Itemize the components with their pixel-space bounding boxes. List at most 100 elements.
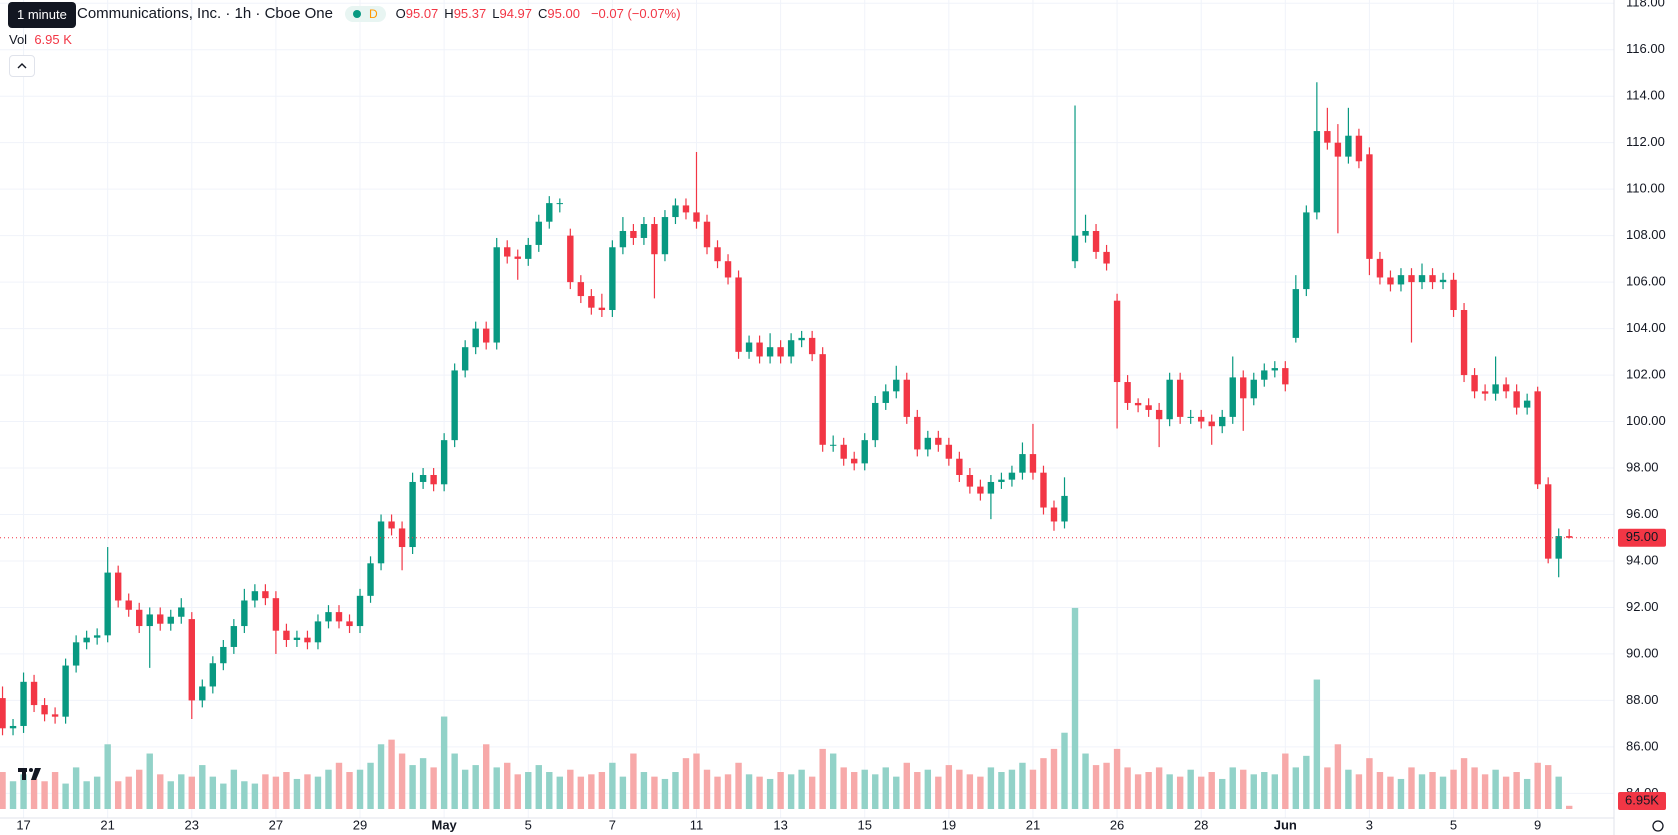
volume-bar [672, 772, 679, 809]
y-tick-label: 116.00 [1626, 41, 1665, 56]
candle-body [472, 328, 479, 348]
volume-bar [0, 772, 6, 809]
candle-body [1082, 230, 1089, 236]
volume-bar [1366, 758, 1373, 809]
volume-bar [1061, 732, 1068, 809]
volume-bar [41, 781, 48, 809]
volume-bar [640, 772, 648, 809]
candle-body [1008, 472, 1016, 480]
candle-body [567, 235, 574, 283]
volume-bar [1555, 776, 1562, 809]
volume-bar [1523, 778, 1531, 809]
volume-bar [1492, 769, 1499, 809]
volume-bar [440, 716, 448, 809]
candle-body [861, 440, 868, 464]
candle-body [1303, 212, 1310, 290]
status-pill[interactable]: D [344, 5, 386, 22]
volume-bar [945, 765, 953, 809]
candle-body [283, 630, 290, 640]
volume-bar [567, 769, 574, 809]
candle-body [93, 635, 101, 638]
volume-bar [20, 774, 27, 809]
y-tick-label: 104.00 [1626, 320, 1666, 335]
candle-body [1324, 131, 1331, 143]
volume-bar [882, 767, 889, 809]
volume-bar [1292, 767, 1300, 809]
volume-bar [1376, 772, 1384, 809]
status-dot [352, 9, 361, 18]
volume-bar [1219, 778, 1226, 809]
candle-body [1429, 275, 1436, 283]
volume-bar [209, 776, 217, 809]
x-tick-label: Jun [1274, 817, 1297, 832]
volume-bar [1261, 772, 1268, 809]
candle-body [251, 591, 259, 601]
y-tick-label: 94.00 [1626, 552, 1659, 567]
y-tick-label: 92.00 [1626, 599, 1659, 614]
logo [18, 768, 41, 780]
candle-body [409, 481, 416, 548]
volume-bar [1124, 767, 1131, 809]
candle-body [1502, 384, 1510, 392]
logo-part [29, 768, 33, 772]
candle-body [1345, 135, 1352, 157]
volume-bar [1082, 753, 1089, 809]
plot-background [0, 0, 1614, 818]
candle-body [1460, 310, 1468, 376]
candle-body [1176, 379, 1184, 417]
candle-body [777, 347, 784, 357]
volume-bar [619, 776, 627, 809]
volume-bar [1502, 776, 1510, 809]
volume-bar [577, 776, 585, 809]
candle-body [398, 528, 406, 548]
settings-icon [1652, 820, 1664, 832]
last-price-label: 95.00 [1626, 529, 1659, 544]
candle-body [956, 458, 963, 475]
candle-body [1492, 384, 1499, 394]
candle-body [598, 307, 606, 311]
candle-body [1197, 416, 1205, 422]
volume-bar [30, 778, 38, 809]
legend-key: C [538, 6, 548, 21]
volume-bar [377, 744, 385, 809]
volume-bar [262, 774, 269, 809]
candle-body [840, 444, 847, 459]
volume-bar [777, 772, 784, 809]
volume-bar [335, 762, 343, 809]
candle-body [1534, 391, 1541, 485]
candle-body [893, 379, 900, 392]
volume-bar [1544, 765, 1552, 809]
volume-bar [1187, 769, 1194, 809]
volume-bar [609, 762, 616, 809]
tooltip: 1 minute [8, 2, 76, 28]
candle-body [220, 646, 227, 664]
symbol-title[interactable]: Communications, Inc. · 1h · Cboe One [77, 5, 333, 22]
candle-body [430, 474, 437, 485]
volume-bar [251, 783, 259, 809]
volume-bar [819, 748, 826, 809]
candle-body [1229, 377, 1236, 417]
candle-body [83, 637, 90, 643]
y-tick-label: 110.00 [1626, 181, 1665, 196]
volume-bar [914, 772, 921, 809]
volume-bar [535, 765, 542, 809]
candle-body [1397, 275, 1405, 285]
volume-bar [272, 776, 280, 809]
candle-body [1113, 300, 1121, 383]
candle-body [588, 296, 595, 308]
x-tick-label: 11 [690, 817, 704, 832]
volume-bar [419, 758, 427, 809]
candle-body [724, 261, 732, 278]
candle-body [1071, 235, 1079, 262]
volume-bar [1050, 748, 1058, 809]
collapse-button[interactable] [9, 55, 35, 77]
volume-bar [525, 772, 532, 809]
volume-bar [283, 772, 290, 809]
candle-body [377, 521, 385, 564]
candle-body [577, 282, 585, 297]
candle-body [1481, 391, 1489, 394]
chevron-icon [17, 63, 27, 69]
y-tick-label: 98.00 [1626, 459, 1659, 474]
candle-body [482, 328, 490, 343]
volume-bar [861, 769, 868, 809]
